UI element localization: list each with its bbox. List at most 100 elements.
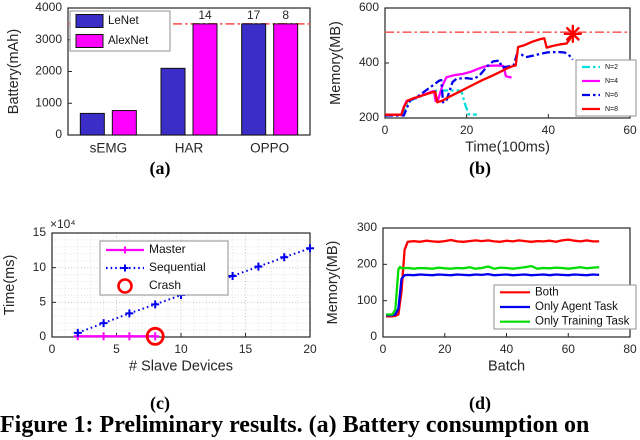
figure-caption: Figure 1: Preliminary results. (a) Batte… <box>0 412 590 438</box>
x-axis-label: # Slave Devices <box>129 359 233 375</box>
bar-AlexNet-OPPO <box>273 23 299 136</box>
x-tick-label: 15 <box>239 342 253 356</box>
y-tick-label: 10 <box>33 260 47 274</box>
x-tick-label: 40 <box>500 342 514 356</box>
subplot-d-memory-batch-line-chart: 0 20 40 60 80 0 100 200 300 Batch Memory(MB) Both On… <box>320 195 640 440</box>
x-axis-label: Batch <box>488 359 525 375</box>
y-axis-label: Time(ms) <box>2 255 18 316</box>
plus-marker <box>99 332 108 341</box>
y-tick-label: 0 <box>55 127 62 141</box>
plus-marker <box>306 244 314 253</box>
battery-bar-chart-canvas: sEMG HAR OPPO 0 1000 2000 3000 4000 Battery(mAh)… <box>6 0 311 156</box>
legend-label: Both <box>535 286 559 298</box>
y-tick-label: 200 <box>359 110 379 124</box>
bar-LeNet-HAR <box>160 67 186 136</box>
bar-value-label: 14 <box>198 8 212 22</box>
series-line-N=8 <box>385 33 574 116</box>
y-tick-label: 600 <box>359 0 379 14</box>
bar-LeNet-OPPO <box>241 23 267 136</box>
x-tick-label: 20 <box>438 342 452 356</box>
x-tick-label: 0 <box>382 123 389 137</box>
series-line-N=6 <box>385 50 574 117</box>
series-line-N=2 <box>385 89 477 117</box>
legend-label: Master <box>149 242 186 256</box>
plus-marker <box>121 246 129 254</box>
y-axis-exponent: ×10⁴ <box>50 217 76 231</box>
subplot-c-slave-devices-line-chart: 0 5 10 15 20 0 5 10 15 ×10⁴ # Slave Devices Time(ms… <box>0 195 320 440</box>
legend-label: N=4 <box>605 78 618 85</box>
y-tick-label: 5 <box>39 295 46 309</box>
subplot-c-label: (c) <box>150 393 170 413</box>
y-tick-label: 100 <box>357 293 377 307</box>
memory-batch-line-chart-canvas: 0 20 40 60 80 0 100 200 300 Batch Memory(MB) Both On… <box>325 220 637 375</box>
legend-swatch <box>75 34 104 48</box>
bar-AlexNet-HAR <box>192 23 218 136</box>
legend-label: AlexNet <box>108 35 149 47</box>
legend-label: N=6 <box>605 92 618 99</box>
series-line-Only Agent Task <box>386 272 600 317</box>
legend-swatch <box>75 14 104 28</box>
legend-label: LeNet <box>108 15 139 27</box>
series-line-Only Training Task <box>386 264 600 316</box>
y-tick-label: 3000 <box>35 32 62 46</box>
category-label: HAR <box>175 141 204 156</box>
plus-marker <box>151 300 160 309</box>
x-tick-label: 60 <box>562 342 576 356</box>
plus-marker <box>121 264 129 272</box>
memory-time-line-chart-canvas: 0 20 40 60 200 400 600 Time(100ms) Memory(MB) N=2… <box>328 0 637 156</box>
x-tick-label: 0 <box>380 342 387 356</box>
y-tick-label: 0 <box>39 329 46 343</box>
x-tick-label: 20 <box>303 342 317 356</box>
legend-label: N=8 <box>605 106 618 113</box>
plus-marker <box>99 319 108 328</box>
x-tick-label: 0 <box>49 342 56 356</box>
x-tick-label: 80 <box>623 342 637 356</box>
y-tick-label: 4000 <box>35 0 62 14</box>
x-tick-label: 5 <box>113 342 120 356</box>
bar-LeNet-sEMG <box>79 112 105 136</box>
legend-label: Crash <box>149 278 181 292</box>
plus-marker <box>125 332 134 341</box>
y-tick-label: 0 <box>370 329 377 343</box>
category-label: OPPO <box>250 141 289 156</box>
y-axis-label: Memory(MB) <box>328 21 344 105</box>
x-tick-label: 20 <box>460 123 474 137</box>
x-tick-label: 10 <box>174 342 188 356</box>
category-label: sEMG <box>90 141 128 156</box>
star-marker <box>565 26 580 41</box>
y-tick-label: 400 <box>359 55 379 69</box>
legend-box <box>575 59 637 117</box>
y-tick-label: 2000 <box>35 64 62 78</box>
subplot-a-label: (a) <box>149 158 171 178</box>
subplot-d-label: (d) <box>469 393 491 413</box>
legend-label: Sequential <box>149 260 206 274</box>
legend-circle-sample <box>117 278 133 294</box>
y-axis-label: Battery(mAh) <box>6 29 22 114</box>
plus-marker <box>254 262 263 271</box>
y-tick-label: 15 <box>33 225 47 239</box>
plus-marker <box>125 309 134 318</box>
bar-value-label: 17 <box>247 8 261 22</box>
plus-marker <box>280 253 289 262</box>
plus-marker <box>73 328 82 337</box>
y-tick-label: 300 <box>357 220 377 234</box>
legend-label: Only Agent Task <box>535 301 618 313</box>
crash-circle-marker <box>145 326 165 346</box>
x-axis-label: Time(100ms) <box>465 140 550 156</box>
y-axis-label: Memory(MB) <box>325 241 341 325</box>
subplot-b-memory-time-line-chart: 0 20 40 60 200 400 600 Time(100ms) Memory(MB) N=2… <box>320 0 640 195</box>
bar-value-label: 8 <box>282 8 289 22</box>
plus-marker <box>228 271 237 280</box>
bar-AlexNet-sEMG <box>111 110 137 136</box>
plus-marker <box>151 332 160 341</box>
y-tick-label: 1000 <box>35 95 62 109</box>
x-tick-label: 60 <box>623 123 637 137</box>
legend-label: Only Training Task <box>535 316 630 328</box>
subplot-a-battery-bar-chart: sEMG HAR OPPO 0 1000 2000 3000 4000 Battery(mAh)… <box>0 0 320 195</box>
y-tick-label: 200 <box>357 257 377 271</box>
legend-label: N=2 <box>605 64 618 71</box>
subplot-b-label: (b) <box>469 158 491 178</box>
series-line-Both <box>386 238 600 318</box>
